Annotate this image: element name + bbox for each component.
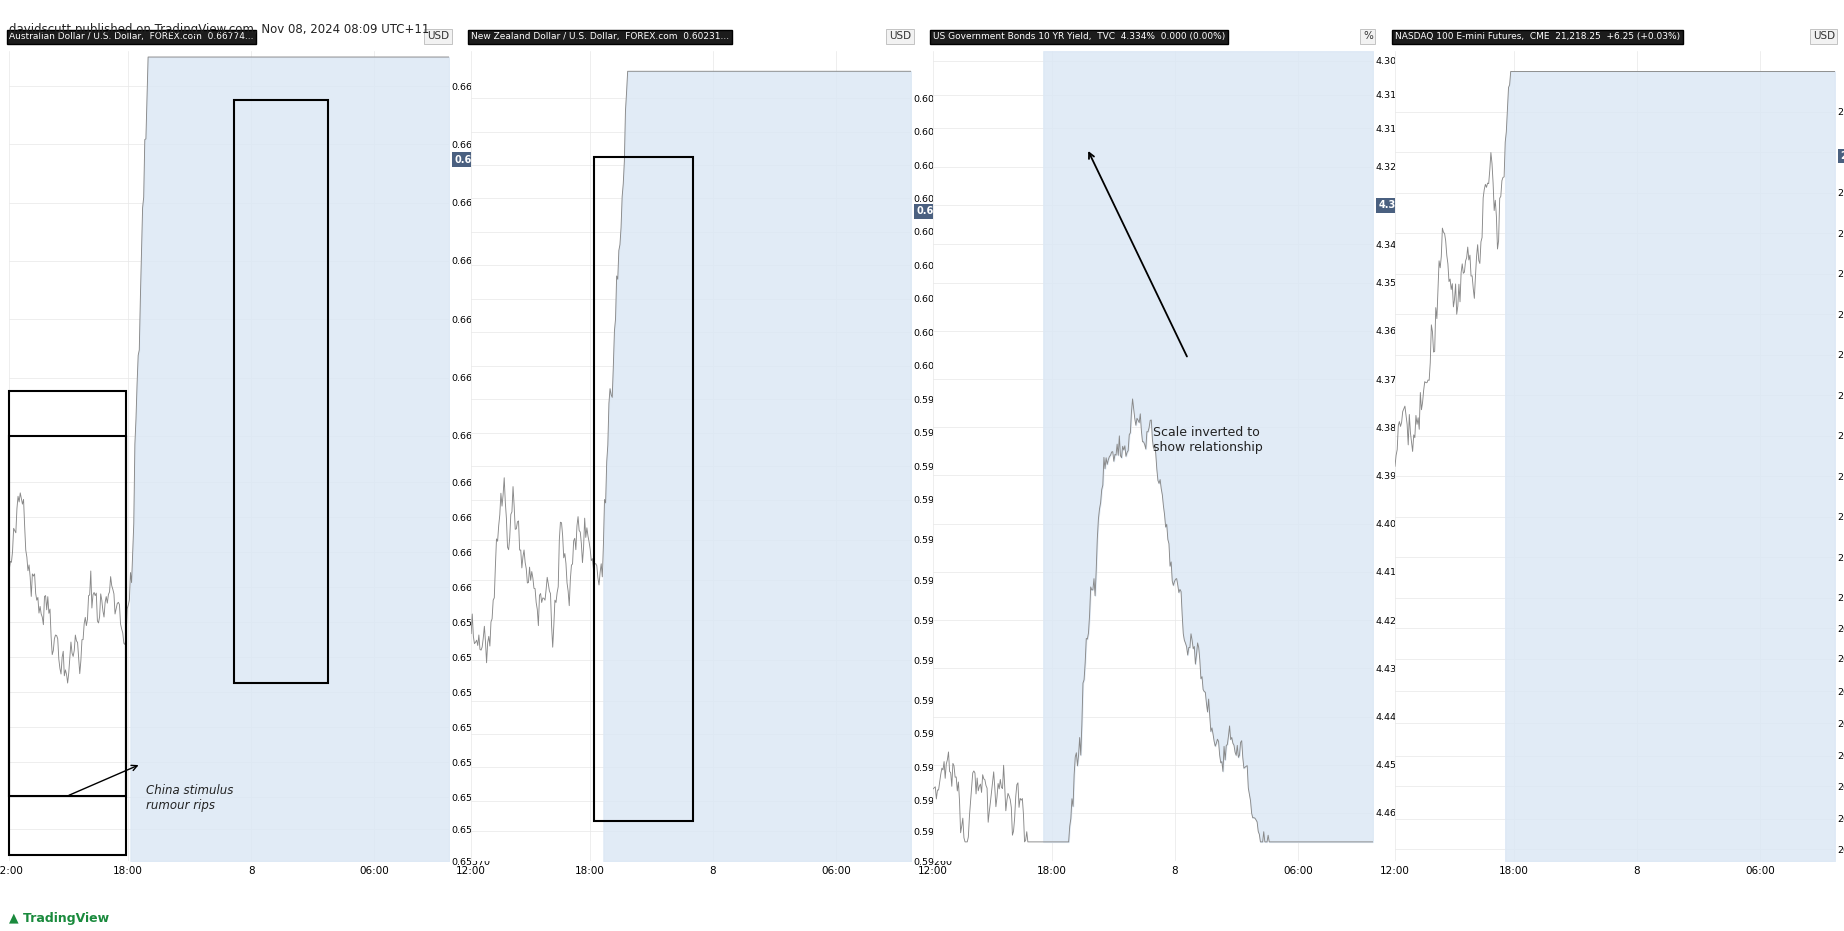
Text: Scale inverted to
show relationship: Scale inverted to show relationship [1152, 426, 1263, 454]
Text: 0.66774: 0.66774 [455, 155, 500, 165]
Text: USD: USD [889, 32, 911, 42]
Bar [594, 156, 693, 821]
Text: New Zealand Dollar / U.S. Dollar,  FOREX.com  0.60231...: New Zealand Dollar / U.S. Dollar, FOREX.… [472, 33, 728, 42]
Text: US Government Bonds 10 YR Yield,  TVC  4.334%  0.000 (0.00%): US Government Bonds 10 YR Yield, TVC 4.3… [933, 33, 1224, 42]
Text: USD: USD [1813, 32, 1835, 42]
Text: davidscutt published on TradingView.com, Nov 08, 2024 08:09 UTC+11: davidscutt published on TradingView.com,… [9, 23, 430, 36]
Bar [9, 391, 125, 796]
Text: 0.60231: 0.60231 [916, 206, 961, 216]
Bar [234, 100, 328, 683]
Text: %: % [1363, 32, 1372, 42]
Text: 21,218.25: 21,218.25 [1840, 151, 1844, 161]
Text: Australian Dollar / U.S. Dollar,  FOREX.com  0.66774...: Australian Dollar / U.S. Dollar, FOREX.c… [9, 33, 254, 42]
Text: USD: USD [428, 32, 450, 42]
Text: China stimulus
rumour rips: China stimulus rumour rips [146, 784, 232, 812]
Text: NASDAQ 100 E-mini Futures,  CME  21,218.25  +6.25 (+0.03%): NASDAQ 100 E-mini Futures, CME 21,218.25… [1394, 33, 1680, 42]
Text: 4.334%: 4.334% [1379, 200, 1418, 210]
Text: ▲ TradingView: ▲ TradingView [9, 911, 109, 924]
